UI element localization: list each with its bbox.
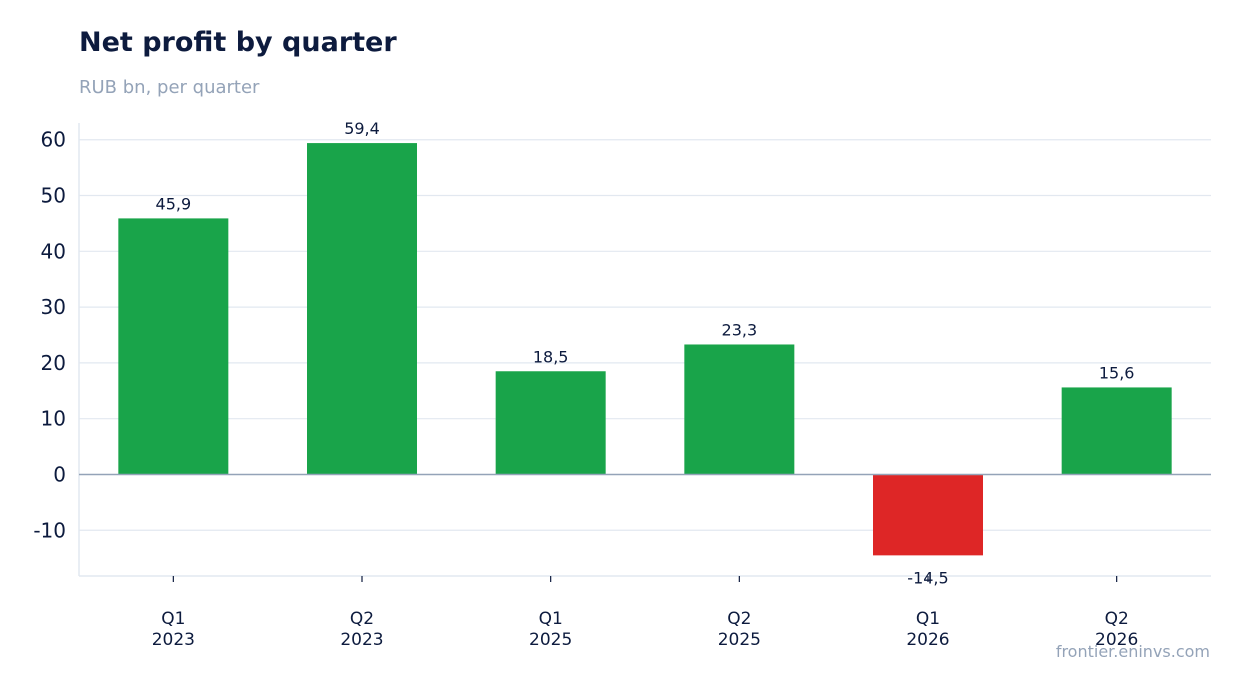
x-tick-label: Q1 2025: [529, 609, 572, 650]
x-tick-label: Q2 2026: [1095, 609, 1138, 650]
y-tick-label: 50: [41, 184, 66, 208]
y-tick-label: 30: [41, 295, 66, 319]
chart-title: Net profit by quarter: [79, 27, 397, 58]
chart-subtitle: RUB bn, per quarter: [79, 77, 260, 98]
data-label: 23,3: [722, 320, 758, 339]
x-tick-label: Q2 2023: [340, 609, 383, 650]
bar: [1061, 387, 1172, 475]
y-tick-label: 0: [53, 462, 66, 486]
y-tick-label: 10: [41, 407, 66, 431]
x-tick-label: Q1 2023: [152, 609, 195, 650]
y-tick-label: 40: [41, 239, 66, 263]
bar: [684, 344, 795, 475]
y-tick-label: -10: [33, 518, 66, 542]
x-tick-label: Q1 2026: [906, 609, 949, 650]
data-label: 45,9: [156, 194, 192, 213]
source-watermark: frontier.eninvs.com: [1055, 642, 1210, 661]
bar: [307, 143, 417, 475]
data-label: 18,5: [533, 347, 569, 366]
y-tick-label: 20: [41, 351, 66, 375]
data-label: 59,4: [344, 119, 380, 138]
x-tick-label: Q2 2025: [718, 609, 761, 650]
data-label: 15,6: [1099, 363, 1135, 382]
bar: [118, 218, 229, 475]
y-tick-label: 60: [41, 128, 66, 152]
bar: [873, 474, 983, 556]
bar: [495, 371, 606, 475]
